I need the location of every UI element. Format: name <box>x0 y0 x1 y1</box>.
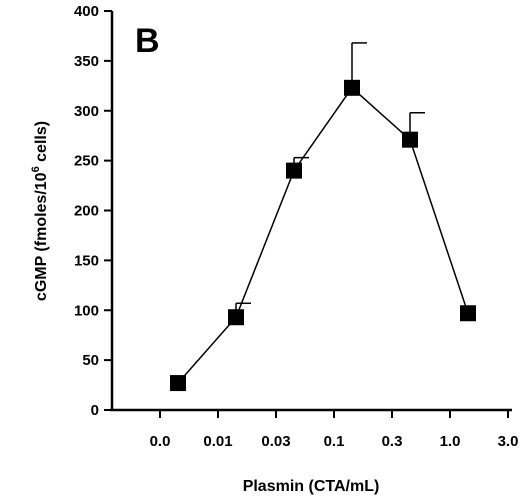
y-tick-label: 250 <box>74 153 99 170</box>
y-ticks: 0 50 100 150 200 250 300 350 400 <box>74 3 112 419</box>
y-tick-label: 150 <box>74 252 99 269</box>
data-point-marker <box>228 309 244 326</box>
panel-label: B <box>135 22 160 60</box>
y-axis-label-main: cGMP (fmoles/10 <box>33 172 50 301</box>
y-axis-label-tail: cells) <box>33 121 50 166</box>
y-tick-label: 400 <box>74 3 99 20</box>
x-tick-label: 0.1 <box>324 433 345 450</box>
x-tick-label: 0.01 <box>203 433 232 450</box>
x-tick-label: 3.0 <box>498 433 519 450</box>
x-tick-label: 0.3 <box>382 433 403 450</box>
data-point-marker <box>286 162 302 179</box>
y-tick-label: 100 <box>74 302 99 319</box>
x-tick-label: 1.0 <box>440 433 461 450</box>
y-axis-label-sup: 6 <box>30 166 42 172</box>
data-point-marker <box>402 131 418 148</box>
series-line <box>177 86 469 384</box>
y-tick-label: 50 <box>82 352 99 369</box>
y-tick-label: 200 <box>74 203 99 220</box>
x-axis-label: Plasmin (CTA/mL) <box>243 478 380 495</box>
data-point-marker <box>170 375 186 392</box>
x-tick-label: 0.0 <box>150 433 171 450</box>
y-axis-label: cGMP (fmoles/106 cells) <box>30 121 50 301</box>
data-point-marker <box>344 79 360 96</box>
y-tick-label: 0 <box>91 402 99 419</box>
x-ticks: 0.0 0.01 0.03 0.1 0.3 1.0 3.0 <box>150 410 519 450</box>
y-tick-label: 300 <box>74 103 99 120</box>
x-tick-label: 0.03 <box>261 433 290 450</box>
data-point-marker <box>460 305 476 322</box>
series <box>170 42 476 392</box>
y-tick-label: 350 <box>74 53 99 70</box>
